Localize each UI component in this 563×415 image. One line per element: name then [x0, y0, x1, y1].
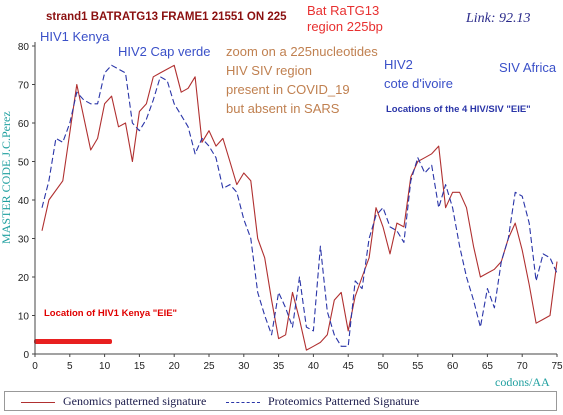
x-tick-label: 40 [308, 361, 320, 372]
genomics-series-line [41, 64, 558, 351]
y-tick-label: 0 [23, 350, 29, 361]
legend-item-genomics: Genomics patterned signature [21, 394, 206, 409]
label-hiv2: HIV2 [384, 57, 413, 72]
x-tick-label: 50 [377, 361, 389, 372]
x-tick-label: 75 [551, 361, 563, 372]
label-hiv1-kenya: HIV1 Kenya [40, 29, 110, 44]
y-tick-label: 20 [18, 273, 30, 284]
line-chart: strand1 BATRATG13 FRAME1 21551 ON 225 Ba… [0, 3, 563, 389]
legend-swatch-solid [21, 401, 55, 403]
kenya-eie-marker [34, 339, 112, 344]
y-tick-label: 80 [18, 42, 30, 53]
x-tick-label: 25 [203, 361, 215, 372]
x-tick-label: 65 [482, 361, 494, 372]
x-tick-label: 20 [169, 361, 181, 372]
label-zoom-3: present in COVID_19 [226, 82, 350, 97]
chart-title: strand1 BATRATG13 FRAME1 21551 ON 225 [46, 11, 287, 23]
legend-swatch-dashed [226, 401, 260, 403]
legend-label-genomics: Genomics patterned signature [63, 394, 207, 408]
x-tick-label: 10 [99, 361, 111, 372]
x-tick-label: 70 [517, 361, 529, 372]
y-tick-label: 10 [18, 312, 30, 323]
x-tick-label: 0 [32, 361, 38, 372]
x-tick-label: 35 [273, 361, 285, 372]
label-cote-divoire: cote d'ivoire [384, 76, 453, 91]
y-axis-title: MASTER CODE J.C.Perez [0, 111, 13, 244]
legend-item-proteomics: Proteomics Patterned Signature [226, 394, 419, 409]
label-hiv2-cap-verde: HIV2 Cap verde [118, 44, 211, 59]
label-zoom-1: zoom on a 225nucleotides [226, 44, 378, 59]
legend: Genomics patterned signature Proteomics … [4, 391, 557, 411]
label-location-kenya: Location of HIV1 Kenya "EIE" [44, 308, 177, 319]
bat-label-line2: region 225bp [307, 19, 383, 34]
label-locations: Locations of the 4 HIV/SIV "EIE" [386, 104, 531, 115]
y-tick-label: 60 [18, 119, 30, 130]
y-tick-label: 70 [18, 81, 30, 92]
legend-label-proteomics: Proteomics Patterned Signature [268, 394, 420, 408]
label-siv-africa: SIV Africa [499, 60, 557, 75]
y-tick-label: 40 [18, 196, 30, 207]
label-zoom-4: but absent in SARS [226, 101, 340, 116]
y-tick-label: 30 [18, 235, 30, 246]
x-tick-label: 15 [134, 361, 146, 372]
bat-label-line1: Bat RaTG13 [307, 3, 379, 18]
x-tick-label: 5 [67, 361, 73, 372]
x-tick-label: 45 [343, 361, 355, 372]
x-tick-label: 60 [447, 361, 459, 372]
x-axis-title: codons/AA [495, 375, 550, 389]
link-value: Link: 92.13 [465, 11, 531, 26]
x-tick-label: 30 [238, 361, 250, 372]
y-tick-label: 50 [18, 158, 30, 169]
label-zoom-2: HIV SIV region [226, 63, 312, 78]
x-tick-label: 55 [412, 361, 424, 372]
proteomics-series-line [41, 64, 558, 347]
